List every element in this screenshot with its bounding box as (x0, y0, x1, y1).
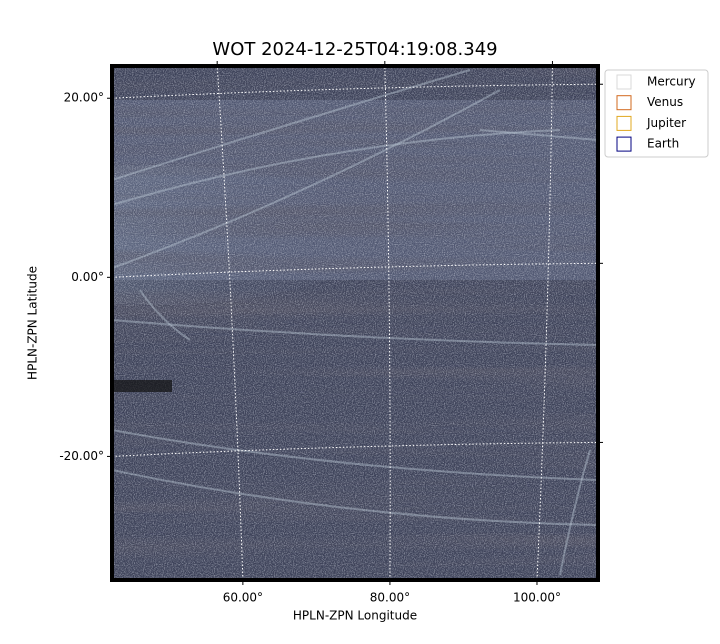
legend-label: Jupiter (646, 116, 686, 130)
plot-frame (110, 64, 600, 582)
legend-box (604, 69, 709, 158)
legend-swatch (616, 136, 632, 152)
grid-line (112, 441, 598, 457)
image-dark-band (112, 380, 172, 392)
y-axis-label: HPLN-ZPN Latitude (26, 266, 40, 380)
x-tick-label: 100.00° (513, 591, 561, 605)
y-tick-label: 20.00° (64, 91, 104, 105)
legend-label: Earth (647, 137, 679, 151)
x-axis-label: HPLN-ZPN Longitude (293, 609, 417, 623)
image-noise (112, 66, 598, 580)
legend-swatch (616, 74, 632, 90)
legend-swatch (616, 115, 632, 131)
grid-line (112, 83, 598, 99)
chart-title: WOT 2024-12-25T04:19:08.349 (212, 39, 497, 60)
legend-label: Venus (647, 95, 683, 109)
image-streaks (112, 69, 598, 576)
grid-line (216, 66, 244, 580)
legend-label: Mercury (647, 75, 696, 89)
x-tick-label: 60.00° (223, 591, 263, 605)
grid-line (112, 262, 598, 278)
legend-swatch (616, 95, 632, 111)
y-tick-label: -20.00° (59, 449, 104, 463)
legend: Mercury Venus Jupiter Earth (604, 69, 709, 158)
grid-line (536, 66, 553, 580)
image (112, 66, 598, 580)
x-tick-label: 80.00° (370, 591, 410, 605)
y-tick-label: 0.00° (71, 270, 104, 284)
grid-line (384, 66, 391, 580)
